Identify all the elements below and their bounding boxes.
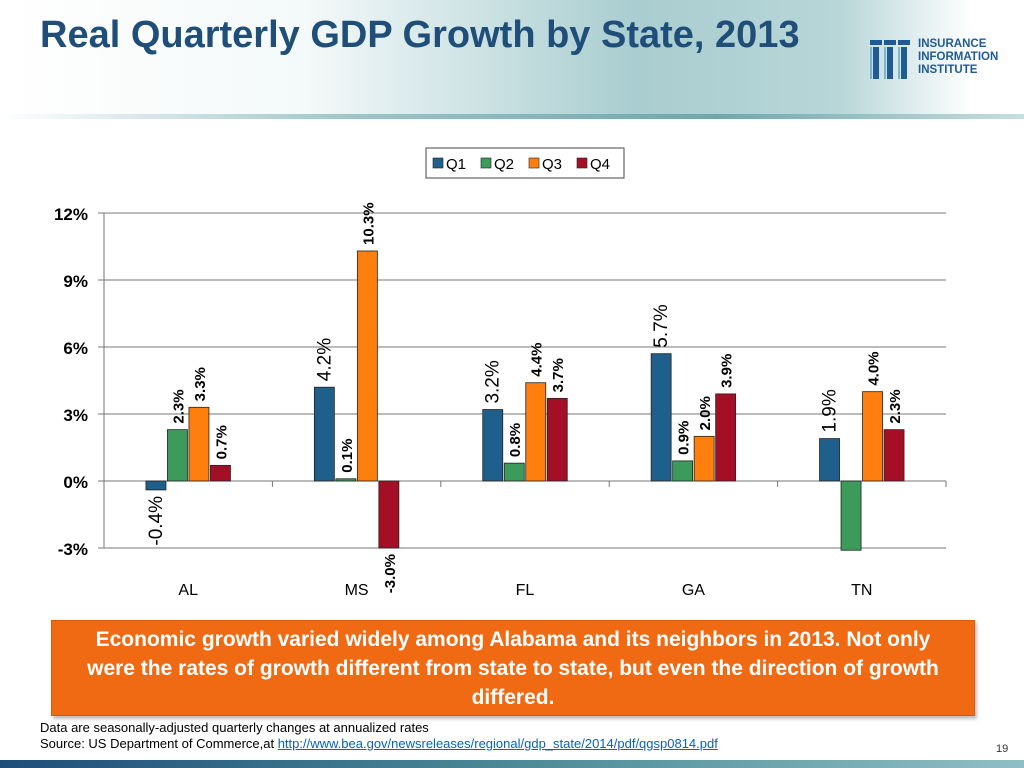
x-category-label: AL — [178, 582, 198, 599]
iii-logo-icon — [870, 40, 910, 79]
y-tick-label: 3% — [63, 406, 88, 425]
header-band — [0, 0, 1024, 118]
legend-swatch-q1 — [432, 157, 444, 169]
legend-label: Q2 — [494, 156, 514, 173]
bar-q1-ms — [313, 386, 335, 482]
legend-label: Q3 — [542, 156, 562, 173]
callout-text: Economic growth varied widely among Alab… — [87, 628, 939, 709]
bar-q3-al — [188, 406, 210, 482]
bar-q2-ms — [335, 478, 357, 482]
legend-swatch-q2 — [480, 157, 492, 169]
bar-q3-fl — [525, 382, 547, 482]
data-label: 0.8% — [507, 423, 524, 457]
data-label: 2.3% — [170, 389, 187, 423]
data-label: 2.0% — [697, 396, 714, 430]
legend-swatch-q4 — [576, 157, 588, 169]
data-label: 3.3% — [192, 367, 209, 401]
iii-logo: INSURANCE INFORMATION INSTITUTE — [870, 38, 1020, 82]
bar-q4-tn — [883, 429, 905, 482]
data-label: 4.0% — [866, 351, 883, 385]
footnote-source-prefix: Source: US Department of Commerce,at — [40, 736, 278, 751]
y-tick-label: 6% — [63, 339, 88, 358]
bar-q1-ga — [650, 353, 672, 482]
data-label: 3.9% — [719, 354, 736, 388]
source-link[interactable]: http://www.bea.gov/newsreleases/regional… — [277, 736, 718, 751]
bar-q1-al — [145, 480, 167, 491]
bar-q3-ms — [356, 250, 378, 482]
y-tick-label: 12% — [54, 205, 88, 224]
bar-q2-fl — [503, 462, 525, 482]
bar-q3-ga — [693, 435, 715, 482]
bar-q2-ga — [672, 460, 694, 482]
data-label: 4.4% — [529, 343, 546, 377]
bar-q1-fl — [482, 409, 504, 482]
footnote: Data are seasonally-adjusted quarterly c… — [40, 720, 718, 752]
data-label: 3.2% — [483, 360, 504, 403]
data-label: 0.1% — [339, 439, 356, 473]
data-label: 10.3% — [360, 202, 377, 245]
logo-line-2: INFORMATION — [918, 51, 999, 63]
logo-line-3: INSTITUTE — [918, 64, 978, 76]
data-label: 5.7% — [651, 304, 672, 347]
data-label: 3.7% — [550, 358, 567, 392]
y-tick-label: -3% — [58, 540, 88, 559]
y-tick-label: 0% — [63, 473, 88, 492]
y-tick-label: 9% — [63, 272, 88, 291]
data-label: 0.9% — [676, 421, 693, 455]
legend-label: Q4 — [590, 156, 610, 173]
x-category-label: MS — [345, 582, 369, 599]
footnote-source: Source: US Department of Commerce,at htt… — [40, 736, 718, 752]
bottom-bar — [0, 760, 1024, 768]
bar-q3-tn — [862, 391, 883, 482]
x-category-label: TN — [851, 582, 872, 599]
header-divider — [0, 114, 1024, 119]
callout-box: Economic growth varied widely among Alab… — [51, 620, 975, 716]
bar-q4-fl — [546, 397, 568, 482]
iii-logo-text: INSURANCE INFORMATION INSTITUTE — [918, 38, 998, 77]
bar-q4-ms — [378, 480, 400, 549]
bar-q4-ga — [715, 393, 737, 482]
page-number: 19 — [996, 743, 1009, 755]
legend-frame — [425, 147, 625, 179]
data-label: 2.3% — [887, 389, 904, 423]
x-category-label: GA — [682, 582, 705, 599]
bar-q4-al — [210, 464, 231, 482]
bar-q2-tn — [840, 480, 862, 551]
logo-line-1: INSURANCE — [918, 38, 987, 50]
legend: Q1 Q2 Q3 Q4 — [425, 147, 625, 179]
footnote-note: Data are seasonally-adjusted quarterly c… — [40, 720, 429, 735]
bar-q1-tn — [819, 438, 840, 482]
data-label: 4.2% — [314, 338, 335, 381]
legend-swatch-q3 — [528, 157, 540, 169]
legend-label: Q1 — [446, 156, 466, 173]
slide-title: Real Quarterly GDP Growth by State, 2013 — [40, 14, 800, 56]
gdp-bar-chart: -3% 0% 3% 6% 9% 12% -0.4% 2.3% 3.3% 0.7% AL 4.2% 0.1… — [54, 147, 947, 599]
x-category-label: FL — [516, 582, 535, 599]
data-label: 1.9% — [820, 389, 841, 432]
data-label: 0.7% — [213, 425, 230, 459]
data-label: -3.0% — [382, 554, 399, 593]
bar-q2-al — [167, 429, 188, 482]
data-label: -0.4% — [146, 496, 167, 546]
